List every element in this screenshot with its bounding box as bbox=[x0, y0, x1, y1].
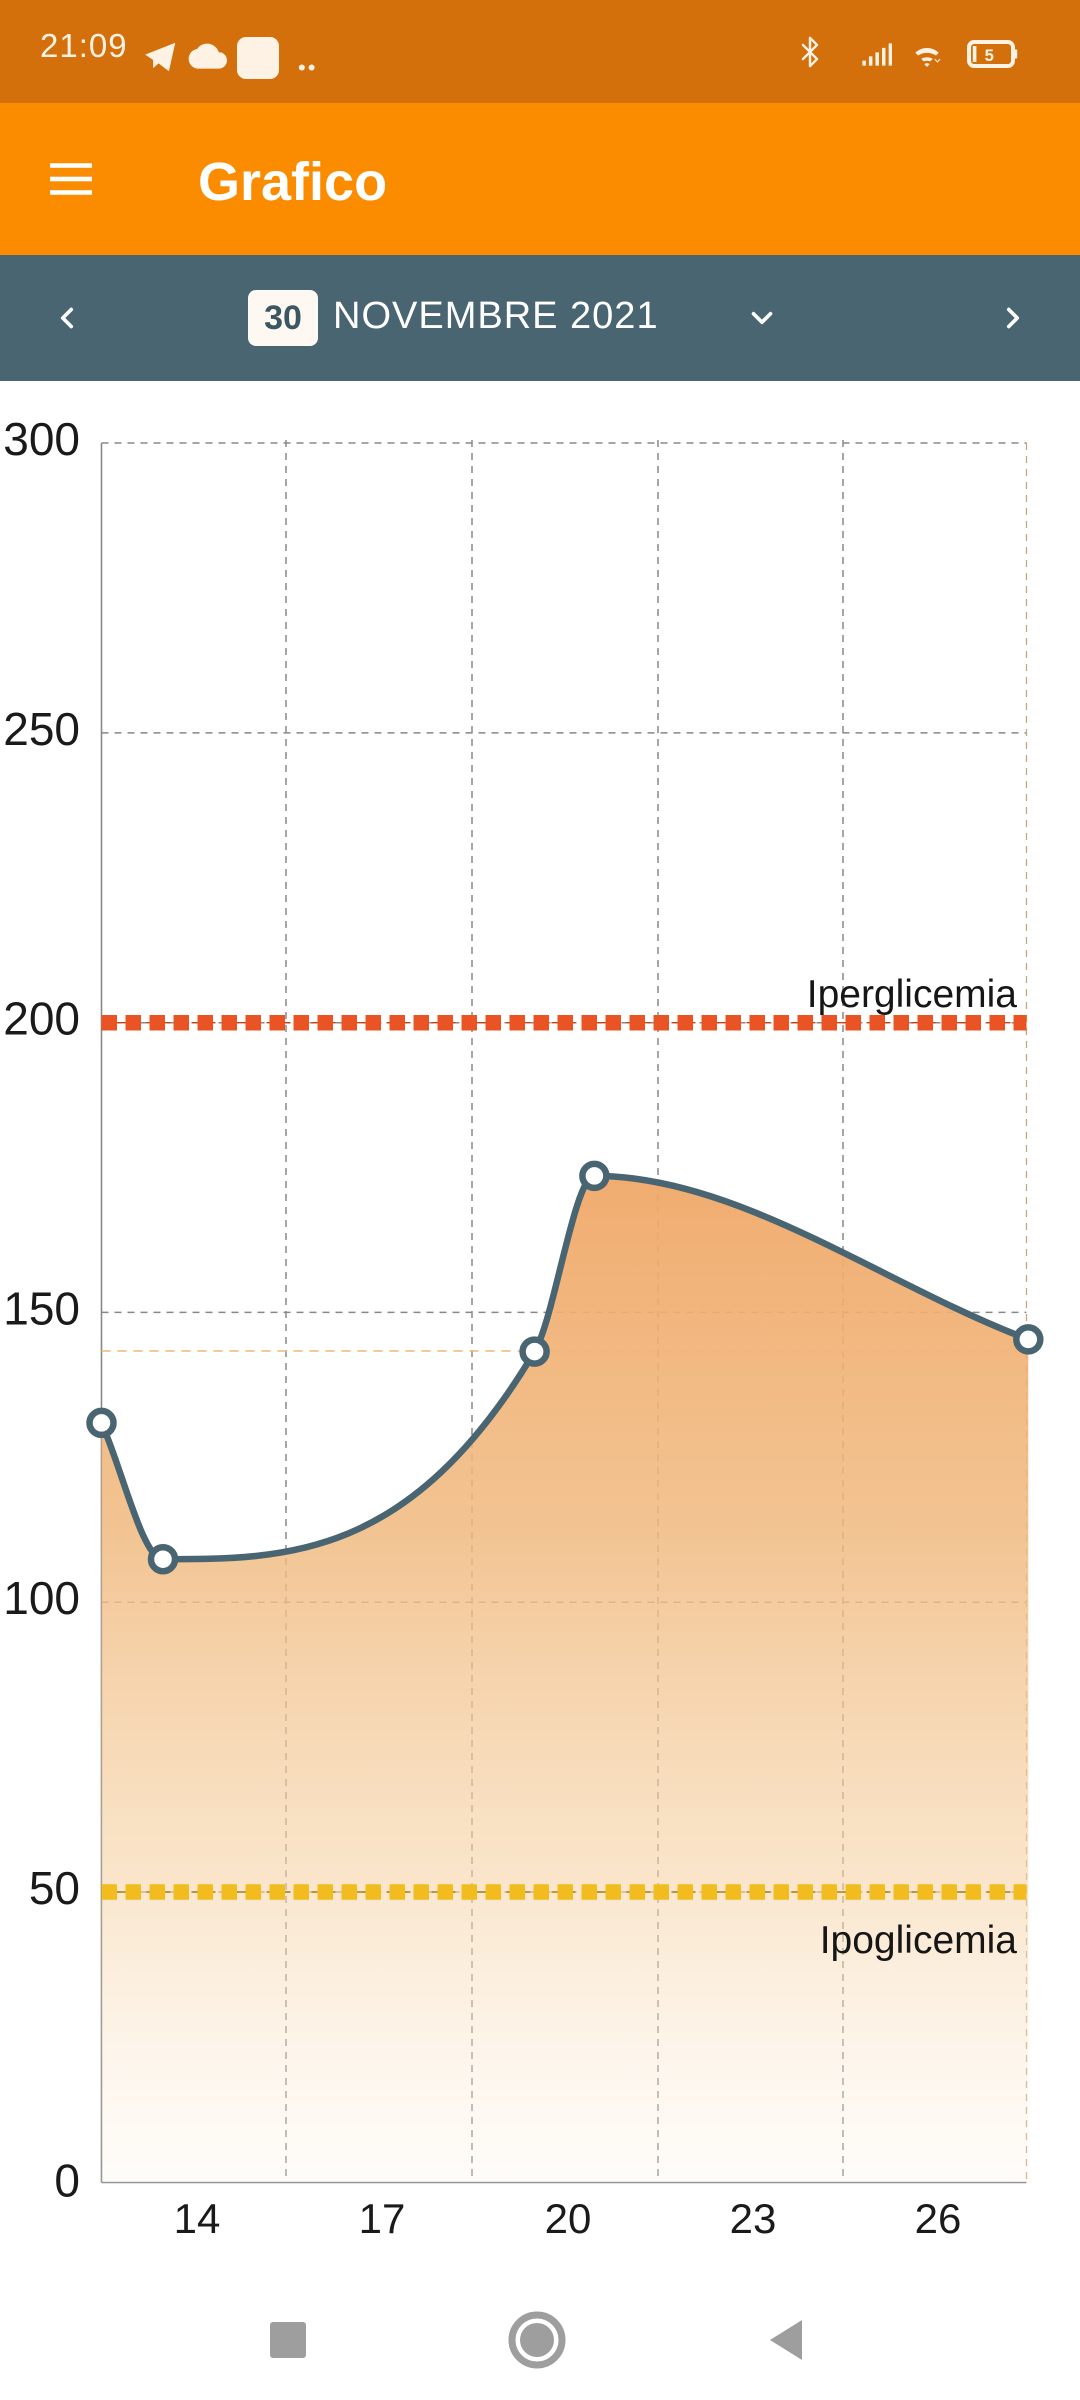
svg-text:Ipoglicemia: Ipoglicemia bbox=[820, 1919, 1018, 1962]
svg-text:50: 50 bbox=[29, 1862, 80, 1914]
svg-text:250: 250 bbox=[3, 703, 80, 755]
svg-text:0: 0 bbox=[54, 2155, 80, 2207]
svg-text:14: 14 bbox=[174, 2195, 221, 2241]
svg-text:20: 20 bbox=[545, 2195, 592, 2241]
svg-text:300: 300 bbox=[3, 413, 80, 465]
svg-text:200: 200 bbox=[3, 993, 80, 1045]
svg-text:Iperglicemia: Iperglicemia bbox=[807, 973, 1018, 1016]
svg-text:5: 5 bbox=[985, 46, 994, 65]
svg-text:100: 100 bbox=[3, 1572, 80, 1624]
svg-text:23: 23 bbox=[730, 2195, 777, 2241]
svg-text:26: 26 bbox=[915, 2195, 962, 2241]
svg-text:150: 150 bbox=[3, 1282, 80, 1334]
svg-text:17: 17 bbox=[359, 2195, 406, 2241]
